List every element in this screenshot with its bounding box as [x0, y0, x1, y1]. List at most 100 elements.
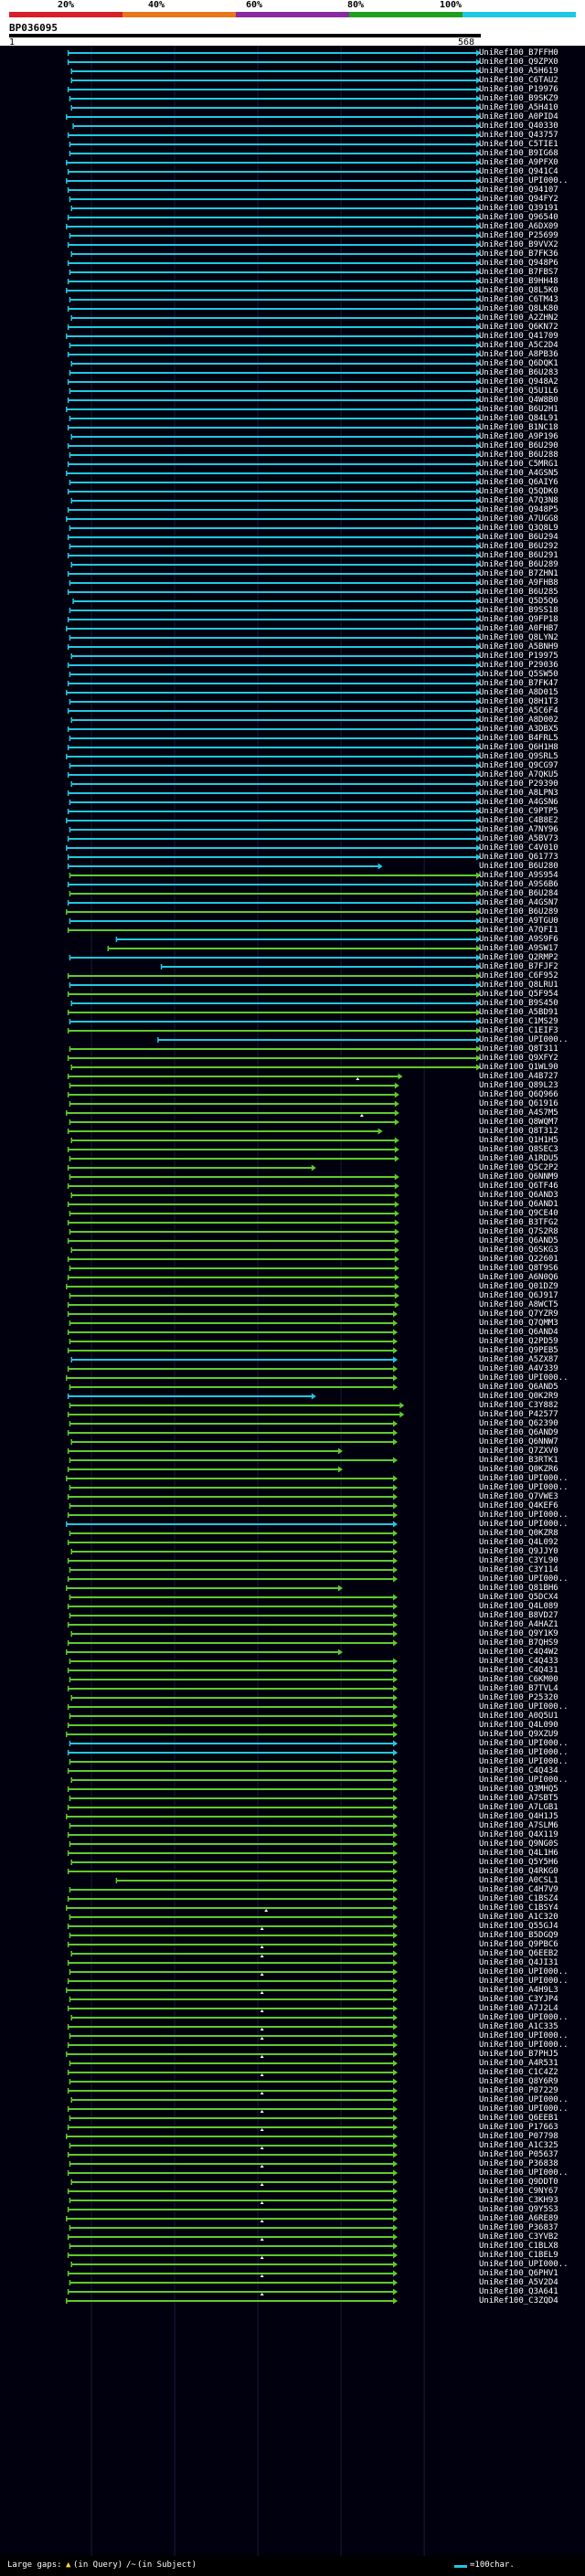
hit-label[interactable]: UniRef100_UPI000.. — [479, 1474, 569, 1483]
hit-label[interactable]: UniRef100_Q9Y1K9 — [479, 1629, 558, 1638]
hit-label[interactable]: UniRef100_B6U292 — [479, 542, 558, 551]
hit-label[interactable]: UniRef100_B7QHS9 — [479, 1638, 558, 1648]
hit-label[interactable]: UniRef100_Q6AND1 — [479, 1200, 558, 1209]
hit-label[interactable]: UniRef100_A1C335 — [479, 2022, 558, 2031]
hit-label[interactable]: UniRef100_B4FRL5 — [479, 734, 558, 743]
hit-label[interactable]: UniRef100_Q6AND5 — [479, 1236, 558, 1246]
hit-label[interactable]: UniRef100_Q8Y6R9 — [479, 2077, 558, 2086]
hit-label[interactable]: UniRef100_Q8L5K0 — [479, 286, 558, 295]
hit-label[interactable]: UniRef100_Q4L092 — [479, 1538, 558, 1547]
hit-label[interactable]: UniRef100_P36838 — [479, 2159, 558, 2168]
hit-label[interactable]: UniRef100_UPI000.. — [479, 2041, 569, 2050]
hit-label[interactable]: UniRef100_Q948A2 — [479, 377, 558, 387]
hit-label[interactable]: UniRef100_Q40330 — [479, 122, 558, 131]
hit-label[interactable]: UniRef100_UPI000.. — [479, 1967, 569, 1977]
hit-label[interactable]: UniRef100_A8LPN3 — [479, 789, 558, 798]
hit-label[interactable]: UniRef100_Q62390 — [479, 1419, 558, 1428]
hit-label[interactable]: UniRef100_C4V010 — [479, 843, 558, 853]
hit-label[interactable]: UniRef100_Q8H1T3 — [479, 697, 558, 706]
hit-label[interactable]: UniRef100_B7FK47 — [479, 679, 558, 688]
hit-label[interactable]: UniRef100_B7FK36 — [479, 249, 558, 259]
hit-label[interactable]: UniRef100_Q5DCX4 — [479, 1593, 558, 1602]
hit-label[interactable]: UniRef100_B6U289 — [479, 560, 558, 569]
hit-label[interactable]: UniRef100_Q6NNW7 — [479, 1437, 558, 1447]
hit-label[interactable]: UniRef100_B6U2H1 — [479, 405, 558, 414]
hit-label[interactable]: UniRef100_B7FFH0 — [479, 48, 558, 58]
hit-label[interactable]: UniRef100_Q9XZU9 — [479, 1730, 558, 1739]
hit-label[interactable]: UniRef100_Q8T311 — [479, 1044, 558, 1054]
hit-label[interactable]: UniRef100_A2ZHN2 — [479, 313, 558, 323]
hit-label[interactable]: UniRef100_A9S6B6 — [479, 880, 558, 889]
hit-label[interactable]: UniRef100_Q0KZR6 — [479, 1465, 558, 1474]
hit-label[interactable]: UniRef100_A5ZX87 — [479, 1355, 558, 1364]
hit-label[interactable]: UniRef100_Q22601 — [479, 1255, 558, 1264]
hit-label[interactable]: UniRef100_A8PB36 — [479, 350, 558, 359]
hit-label[interactable]: UniRef100_Q6DQK1 — [479, 359, 558, 368]
hit-label[interactable]: UniRef100_Q8LK80 — [479, 304, 558, 313]
hit-label[interactable]: UniRef100_A4GSN5 — [479, 469, 558, 478]
hit-label[interactable]: UniRef100_C6TAU2 — [479, 76, 558, 85]
hit-label[interactable]: UniRef100_B3RTK1 — [479, 1456, 558, 1465]
hit-label[interactable]: UniRef100_B6U294 — [479, 533, 558, 542]
hit-label[interactable]: UniRef100_C9NY67 — [479, 2187, 558, 2196]
hit-label[interactable]: UniRef100_A6RE89 — [479, 2214, 558, 2223]
hit-label[interactable]: UniRef100_A5BD91 — [479, 1008, 558, 1017]
hit-label[interactable]: UniRef100_A9PFX0 — [479, 158, 558, 167]
hit-label[interactable]: UniRef100_A4V339 — [479, 1364, 558, 1373]
hit-label[interactable]: UniRef100_A1C325 — [479, 2141, 558, 2150]
hit-label[interactable]: UniRef100_A6DX09 — [479, 222, 558, 231]
hit-label[interactable]: UniRef100_Q6SKG3 — [479, 1246, 558, 1255]
hit-label[interactable]: UniRef100_Q9Y5S3 — [479, 2205, 558, 2214]
hit-label[interactable]: UniRef100_B5DGQ9 — [479, 1931, 558, 1940]
hit-label[interactable]: UniRef100_A7SLM6 — [479, 1821, 558, 1830]
hit-label[interactable]: UniRef100_C3YVB2 — [479, 2232, 558, 2242]
hit-label[interactable]: UniRef100_B1NC18 — [479, 423, 558, 432]
hit-label[interactable]: UniRef100_C3YL90 — [479, 1556, 558, 1565]
hit-label[interactable]: UniRef100_Q96540 — [479, 213, 558, 222]
hit-label[interactable]: UniRef100_A0CSL1 — [479, 1876, 558, 1885]
hit-label[interactable]: UniRef100_A5V2D4 — [479, 2278, 558, 2287]
hit-label[interactable]: UniRef100_Q948P6 — [479, 259, 558, 268]
hit-label[interactable]: UniRef100_P29390 — [479, 779, 558, 789]
hit-label[interactable]: UniRef100_B7TVL4 — [479, 1684, 558, 1693]
hit-label[interactable]: UniRef100_C3Y882 — [479, 1401, 558, 1410]
hit-label[interactable]: UniRef100_UPI000.. — [479, 1520, 569, 1529]
hit-label[interactable]: UniRef100_B9VVX2 — [479, 240, 558, 249]
hit-label[interactable]: UniRef100_A9S9F6 — [479, 935, 558, 944]
hit-label[interactable]: UniRef100_UPI000.. — [479, 2168, 569, 2178]
hit-label[interactable]: UniRef100_Q7VWE3 — [479, 1492, 558, 1501]
hit-label[interactable]: UniRef100_Q39191 — [479, 204, 558, 213]
hit-label[interactable]: UniRef100_Q7S2R8 — [479, 1227, 558, 1236]
hit-label[interactable]: UniRef100_Q41709 — [479, 332, 558, 341]
hit-label[interactable]: UniRef100_B7FJF2 — [479, 962, 558, 971]
hit-label[interactable]: UniRef100_UPI000.. — [479, 1757, 569, 1766]
hit-label[interactable]: UniRef100_Q1H1H5 — [479, 1136, 558, 1145]
hit-label[interactable]: UniRef100_UPI000.. — [479, 176, 569, 186]
hit-label[interactable]: UniRef100_Q2PD59 — [479, 1337, 558, 1346]
hit-label[interactable]: UniRef100_B9SKZ9 — [479, 94, 558, 103]
hit-label[interactable]: UniRef100_Q4L090 — [479, 1721, 558, 1730]
hit-label[interactable]: UniRef100_C1BSY4 — [479, 1903, 558, 1913]
hit-label[interactable]: UniRef100_A5C2D4 — [479, 341, 558, 350]
hit-label[interactable]: UniRef100_Q9PEB5 — [479, 1346, 558, 1355]
hit-label[interactable]: UniRef100_Q9SRL5 — [479, 752, 558, 761]
hit-label[interactable]: UniRef100_A1RDU5 — [479, 1154, 558, 1163]
hit-label[interactable]: UniRef100_Q8T312 — [479, 1127, 558, 1136]
hit-label[interactable]: UniRef100_Q6NNM9 — [479, 1172, 558, 1182]
hit-label[interactable]: UniRef100_Q9PBC6 — [479, 1940, 558, 1949]
hit-label[interactable]: UniRef100_Q7ZXV0 — [479, 1447, 558, 1456]
hit-label[interactable]: UniRef100_A3DBX5 — [479, 725, 558, 734]
hit-label[interactable]: UniRef100_Q6AND5 — [479, 1383, 558, 1392]
hit-label[interactable]: UniRef100_A0FHB7 — [479, 624, 558, 633]
hit-label[interactable]: UniRef100_Q6EEB1 — [479, 2114, 558, 2123]
hit-label[interactable]: UniRef100_Q01DZ9 — [479, 1282, 558, 1291]
hit-label[interactable]: UniRef100_B9HH48 — [479, 277, 558, 286]
hit-label[interactable]: UniRef100_A4S7M5 — [479, 1108, 558, 1118]
hit-label[interactable]: UniRef100_B6U291 — [479, 551, 558, 560]
hit-label[interactable]: UniRef100_A5H619 — [479, 67, 558, 76]
hit-label[interactable]: UniRef100_B7ZHN1 — [479, 569, 558, 578]
hit-label[interactable]: UniRef100_Q4H1J5 — [479, 1812, 558, 1821]
hit-label[interactable]: UniRef100_Q5U1L6 — [479, 387, 558, 396]
hit-label[interactable]: UniRef100_B9IG68 — [479, 149, 558, 158]
hit-label[interactable]: UniRef100_C4Q434 — [479, 1766, 558, 1776]
